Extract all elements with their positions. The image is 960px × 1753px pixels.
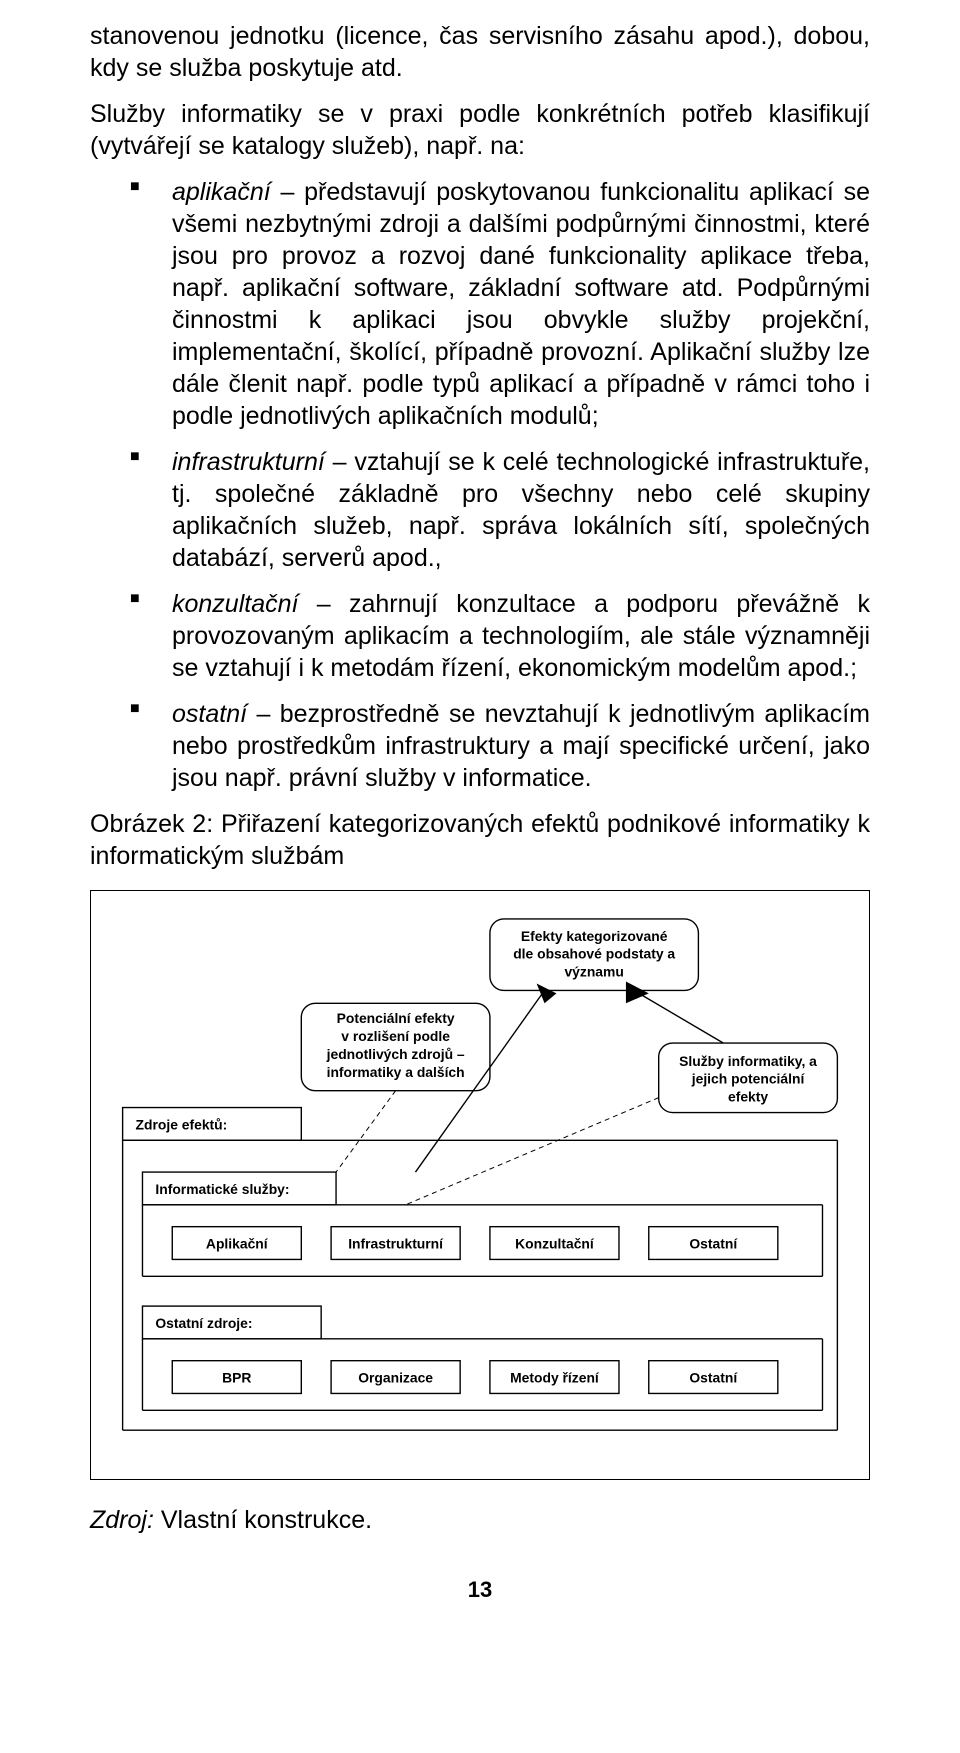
box-potencialni-l1: Potenciální efekty — [337, 1010, 455, 1026]
label-r2c2: Organizace — [358, 1370, 433, 1386]
box-sluzby-l2: jejich potenciální — [691, 1071, 806, 1087]
term-aplikacni: aplikační — [172, 178, 271, 206]
label-r2c1: BPR — [222, 1370, 251, 1386]
list-item-aplikacni: aplikační – představují poskytovanou fun… — [130, 176, 870, 432]
box-efekty-line1: Efekty kategorizované — [521, 928, 668, 944]
paragraph-intro-1: stanovenou jednotku (licence, čas servis… — [90, 20, 870, 84]
box-efekty-line2: dle obsahové podstaty a — [513, 946, 675, 962]
list-item-infrastrukturni: infrastrukturní – vztahují se k celé tec… — [130, 446, 870, 574]
page: stanovenou jednotku (licence, čas servis… — [0, 0, 960, 1643]
box-efekty-line3: významu — [564, 964, 623, 980]
term-infrastrukturni: infrastrukturní — [172, 448, 325, 476]
service-types-list: aplikační – představují poskytovanou fun… — [130, 176, 870, 794]
page-number: 13 — [90, 1577, 870, 1603]
list-item-konzultacni: konzultační – zahrnují konzultace a podp… — [130, 588, 870, 684]
box-potencialni-l3: jednotlivých zdrojů – — [326, 1046, 465, 1062]
list-item-ostatni: ostatní – bezprostředně se nevztahují k … — [130, 698, 870, 794]
label-r1c3: Konzultační — [515, 1236, 595, 1252]
diagram-svg: Efekty kategorizované dle obsahové podst… — [105, 909, 855, 1455]
box-sluzby-l1: Služby informatiky, a — [679, 1053, 817, 1069]
label-r1c2: Infrastrukturní — [348, 1236, 444, 1252]
label-r2c4: Ostatní — [689, 1370, 738, 1386]
text-ostatni: – bezprostředně se nevztahují k jednotli… — [172, 700, 870, 792]
box-potencialni-l4: informatiky a dalších — [327, 1064, 465, 1080]
label-infosluzby: Informatické služby: — [155, 1181, 289, 1197]
term-ostatni: ostatní — [172, 700, 247, 728]
dash-sluzby-to-row — [406, 1098, 659, 1205]
paragraph-intro-2: Služby informatiky se v praxi podle konk… — [90, 98, 870, 162]
source-text: Vlastní konstrukce. — [154, 1506, 372, 1534]
arrow-efekty-right — [634, 990, 723, 1043]
source-label: Zdroj: — [90, 1506, 154, 1534]
label-r1c1: Aplikační — [206, 1236, 269, 1252]
figure-diagram: Efekty kategorizované dle obsahové podst… — [90, 890, 870, 1480]
term-konzultacni: konzultační — [172, 590, 298, 618]
box-sluzby-l3: efekty — [728, 1089, 768, 1105]
label-r2c3: Metody řízení — [510, 1370, 600, 1386]
text-aplikacni: – představují poskytovanou funkcionalitu… — [172, 178, 870, 430]
figure-source: Zdroj: Vlastní konstrukce. — [90, 1506, 870, 1535]
label-ostatni-zdroje: Ostatní zdroje: — [155, 1315, 252, 1331]
box-potencialni-l2: v rozlišení podle — [341, 1028, 450, 1044]
dash-potencialni-down — [336, 1091, 396, 1172]
label-r1c4: Ostatní — [689, 1236, 738, 1252]
figure-caption: Obrázek 2: Přiřazení kategorizovaných ef… — [90, 808, 870, 872]
label-zdroje: Zdroje efektů: — [136, 1116, 228, 1132]
